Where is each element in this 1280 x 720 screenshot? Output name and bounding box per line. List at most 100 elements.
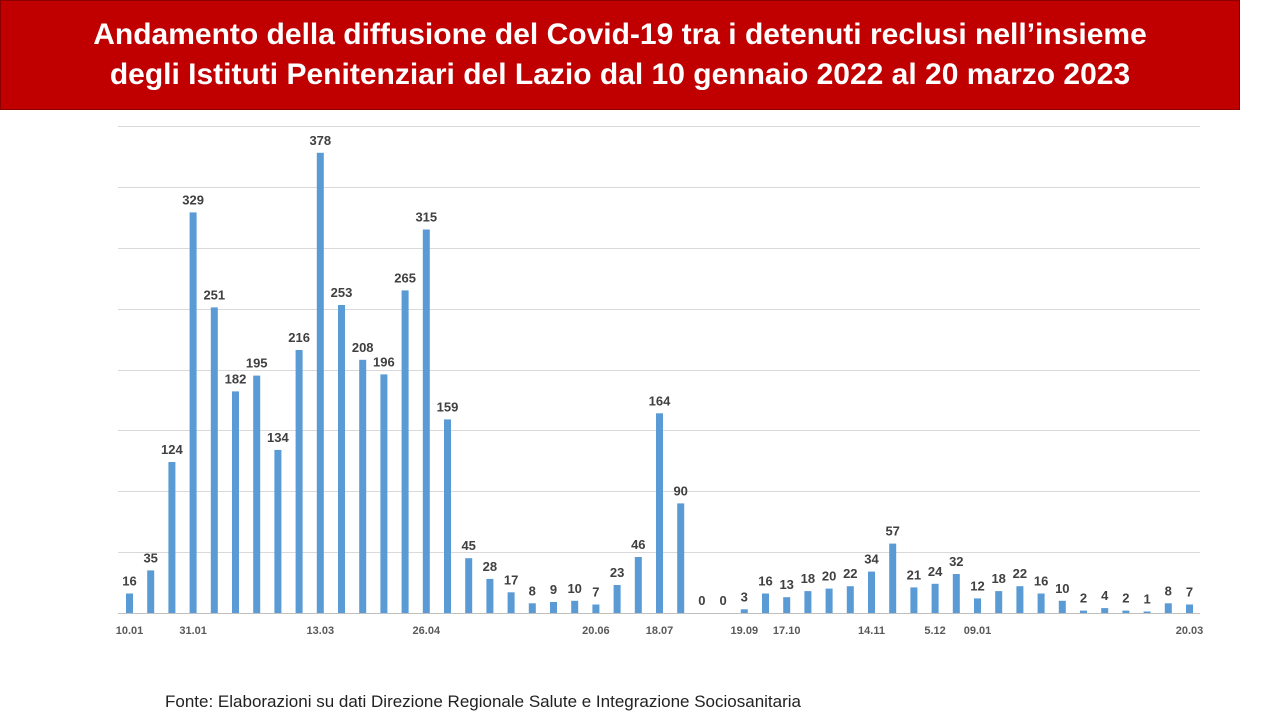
x-tick-label: 20.06 xyxy=(582,625,610,637)
data-label: 22 xyxy=(1013,566,1027,581)
data-label: 23 xyxy=(610,565,624,580)
bar xyxy=(592,604,600,613)
bar xyxy=(1080,610,1087,613)
x-tick-label: 17.10 xyxy=(773,625,801,637)
data-label: 315 xyxy=(415,210,437,225)
bar xyxy=(232,391,239,613)
data-label: 10 xyxy=(567,581,581,596)
bar xyxy=(889,543,897,613)
bar xyxy=(1186,604,1193,613)
data-label: 1 xyxy=(1143,592,1150,607)
data-label: 195 xyxy=(246,356,268,371)
chart-title-line-2: degli Istituti Penitenziari del Lazio da… xyxy=(109,58,1131,91)
bar xyxy=(189,212,197,613)
bar xyxy=(465,558,473,613)
x-tick-label: 20.03 xyxy=(1176,625,1204,637)
bar xyxy=(295,350,303,613)
data-label: 378 xyxy=(309,133,331,148)
bar xyxy=(210,307,218,613)
bar xyxy=(126,593,133,613)
bar xyxy=(168,462,176,613)
data-label: 7 xyxy=(592,585,599,600)
data-label: 16 xyxy=(1034,574,1048,589)
data-label: 22 xyxy=(843,566,857,581)
data-label: 3 xyxy=(741,589,748,604)
bar xyxy=(359,359,367,613)
bar xyxy=(486,578,494,613)
data-label: 8 xyxy=(1165,583,1172,598)
bar xyxy=(338,305,345,613)
x-tick-label: 13.03 xyxy=(307,625,335,637)
x-tick-label: 10.01 xyxy=(116,625,144,637)
data-label: 216 xyxy=(288,330,310,345)
data-label: 9 xyxy=(550,582,557,597)
data-label: 7 xyxy=(1186,585,1193,600)
data-label: 8 xyxy=(529,583,536,598)
bar xyxy=(868,571,875,613)
source-note: Fonte: Elaborazioni su dati Direzione Re… xyxy=(165,692,801,711)
bar xyxy=(380,374,388,613)
bar xyxy=(253,375,261,613)
bar xyxy=(507,592,515,613)
bar xyxy=(846,586,854,613)
data-label: 34 xyxy=(864,552,879,567)
data-label: 90 xyxy=(673,483,687,498)
data-label: 16 xyxy=(122,574,136,589)
data-label: 251 xyxy=(203,287,225,302)
bar xyxy=(401,290,409,613)
data-label: 35 xyxy=(143,550,157,565)
bar xyxy=(528,603,536,613)
data-label: 16 xyxy=(758,574,772,589)
bar xyxy=(316,152,324,614)
bar xyxy=(571,600,579,613)
x-tick-label: 5.12 xyxy=(924,625,945,637)
data-label: 0 xyxy=(698,593,705,608)
data-label: 17 xyxy=(504,572,518,587)
bar xyxy=(762,593,769,613)
x-tick-label: 09.01 xyxy=(964,625,992,637)
data-label: 10 xyxy=(1055,581,1069,596)
data-label: 13 xyxy=(779,577,793,592)
title-banner: Andamento della diffusione del Covid-19 … xyxy=(0,0,1240,110)
data-label: 182 xyxy=(225,371,247,386)
bar xyxy=(910,587,918,613)
bar xyxy=(804,591,812,613)
bar xyxy=(740,609,748,613)
x-tick-label: 14.11 xyxy=(858,625,885,637)
data-label: 57 xyxy=(885,524,899,539)
bar xyxy=(444,419,451,613)
bar xyxy=(931,583,939,613)
bar xyxy=(550,602,557,613)
data-label: 18 xyxy=(991,571,1005,586)
data-label: 208 xyxy=(352,340,374,355)
chart-title-line-1: Andamento della diffusione del Covid-19 … xyxy=(93,18,1147,51)
bar xyxy=(995,591,1003,613)
bar-chart: 1635124329251182195134216378253208196265… xyxy=(116,126,1204,637)
bar xyxy=(677,503,685,613)
data-label: 253 xyxy=(331,285,353,300)
data-label: 164 xyxy=(649,393,671,408)
data-label: 28 xyxy=(483,559,497,574)
bar xyxy=(1164,603,1172,613)
data-label: 12 xyxy=(970,578,984,593)
data-label: 21 xyxy=(907,567,921,582)
bar xyxy=(274,449,282,613)
bar xyxy=(656,413,663,613)
data-label: 20 xyxy=(822,569,836,584)
data-label: 134 xyxy=(267,430,289,445)
data-label: 18 xyxy=(801,571,815,586)
data-label: 2 xyxy=(1080,591,1087,606)
bar xyxy=(783,597,791,613)
data-label: 2 xyxy=(1122,591,1129,606)
x-tick-label: 31.01 xyxy=(179,625,207,637)
bar xyxy=(974,598,981,613)
bar xyxy=(1037,593,1045,613)
bar xyxy=(634,557,642,613)
data-label: 329 xyxy=(182,192,204,207)
bar xyxy=(952,574,960,613)
bar xyxy=(1143,611,1151,613)
data-label: 124 xyxy=(161,442,183,457)
bar xyxy=(1101,608,1109,613)
data-label: 4 xyxy=(1101,588,1109,603)
bar xyxy=(1122,610,1130,613)
